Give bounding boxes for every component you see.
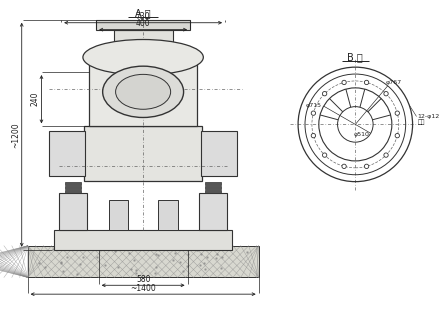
Bar xyxy=(202,131,237,176)
Text: 均布: 均布 xyxy=(417,120,425,125)
Ellipse shape xyxy=(103,66,183,117)
Circle shape xyxy=(384,91,388,96)
Bar xyxy=(205,186,221,188)
Bar xyxy=(89,52,198,126)
Bar xyxy=(54,230,232,250)
Bar xyxy=(49,131,85,176)
Bar xyxy=(84,126,202,181)
Circle shape xyxy=(323,153,327,157)
Bar xyxy=(199,193,227,230)
Bar xyxy=(59,193,87,230)
Ellipse shape xyxy=(83,40,203,75)
Text: 730: 730 xyxy=(136,12,151,21)
Bar xyxy=(109,201,128,230)
Circle shape xyxy=(311,133,315,138)
Circle shape xyxy=(395,133,400,138)
Circle shape xyxy=(384,153,388,157)
Text: φ715: φ715 xyxy=(306,103,322,108)
Text: 12-φ12: 12-φ12 xyxy=(417,114,440,119)
Circle shape xyxy=(323,91,327,96)
Text: ~1200: ~1200 xyxy=(11,122,20,148)
Circle shape xyxy=(395,111,400,115)
Text: 580: 580 xyxy=(136,275,150,284)
Circle shape xyxy=(365,80,369,85)
Text: A 向: A 向 xyxy=(135,8,151,18)
Text: 240: 240 xyxy=(31,92,39,107)
Bar xyxy=(96,20,190,30)
Circle shape xyxy=(311,111,315,115)
Text: ~1400: ~1400 xyxy=(130,284,156,293)
Bar xyxy=(65,182,81,184)
Bar xyxy=(113,30,173,47)
Circle shape xyxy=(342,80,346,85)
Bar xyxy=(27,246,259,277)
Bar xyxy=(205,189,221,193)
Bar xyxy=(65,189,81,193)
Text: 400: 400 xyxy=(136,19,151,28)
Text: φ510: φ510 xyxy=(354,132,369,137)
Circle shape xyxy=(365,164,369,168)
Bar xyxy=(158,201,178,230)
Text: B 向: B 向 xyxy=(347,52,363,62)
Circle shape xyxy=(342,164,346,168)
Bar xyxy=(65,186,81,188)
Bar xyxy=(205,182,221,184)
Ellipse shape xyxy=(116,74,171,109)
Text: φ767: φ767 xyxy=(386,80,402,85)
